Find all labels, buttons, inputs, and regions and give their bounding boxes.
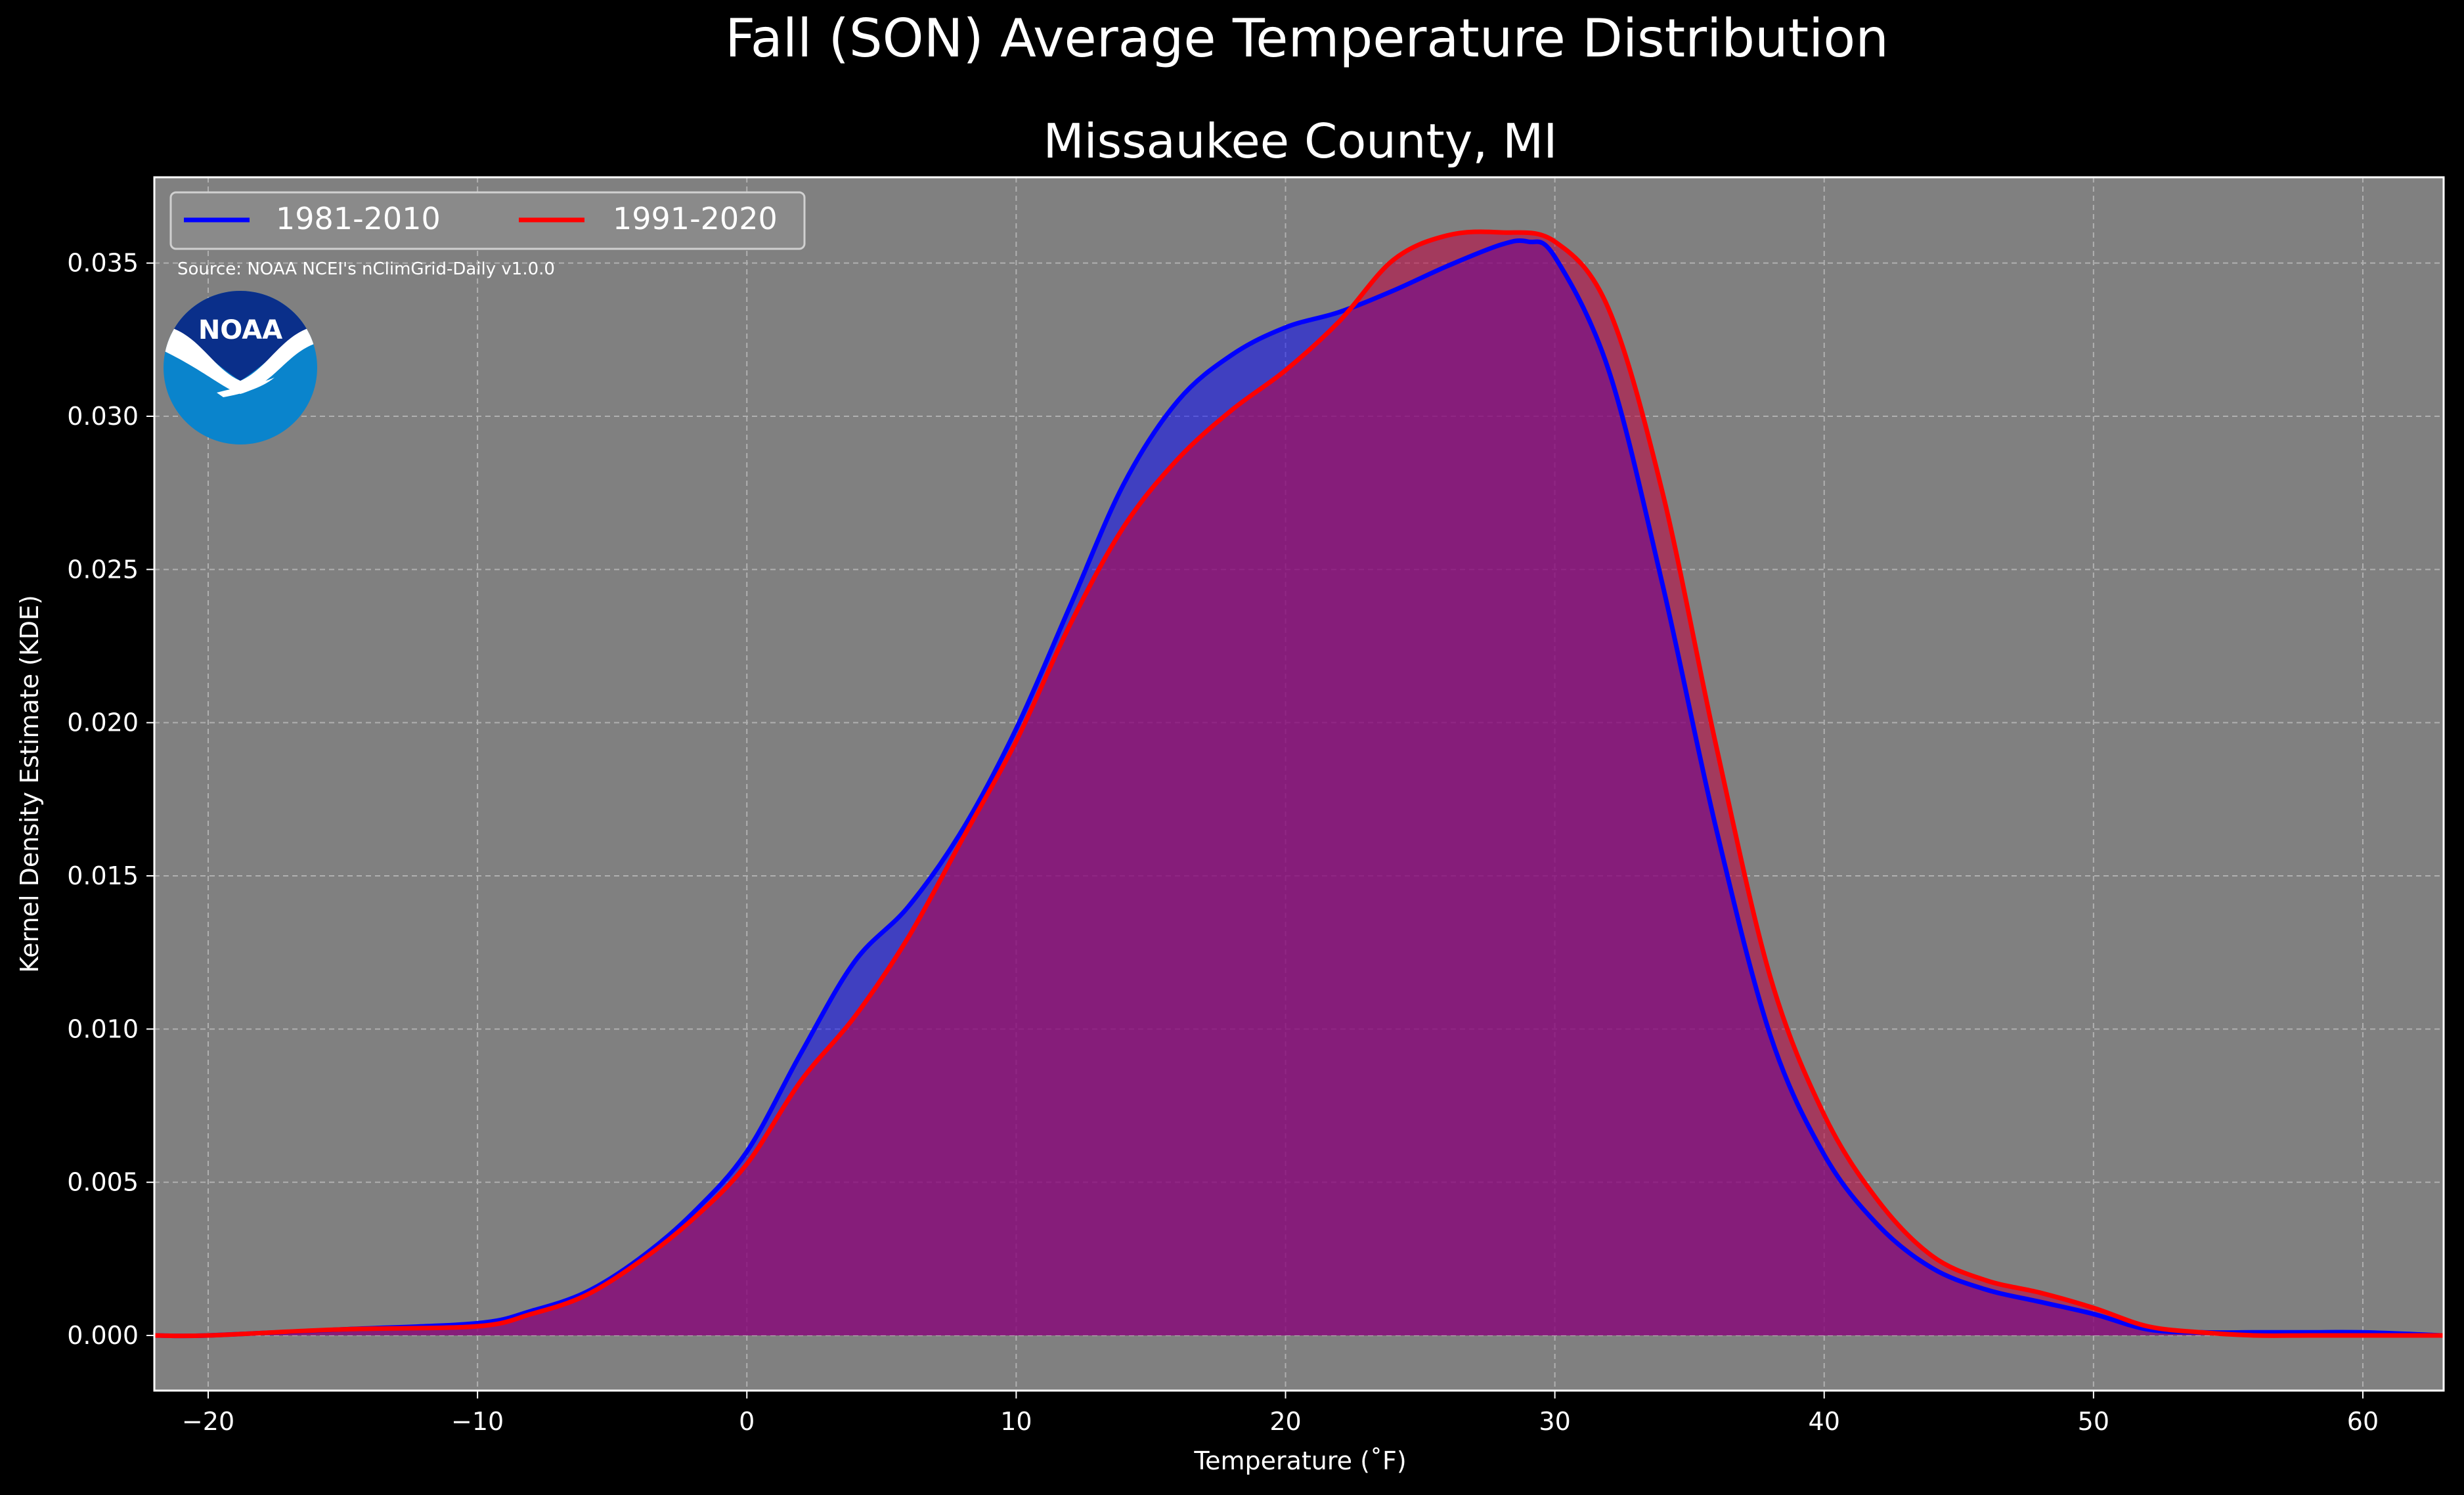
x-tick-label: 20 [1269,1407,1301,1436]
y-tick-label: 0.015 [67,861,139,890]
source-note: Source: NOAA NCEI's nClimGrid-Daily v1.0… [177,259,555,279]
legend: 1981-2010 1991-2020 [169,191,806,250]
x-axis-ticks: −20 −10 0 10 20 30 40 50 60 [182,1391,2379,1436]
x-tick-label: 40 [1809,1407,1840,1436]
y-tick-label: 0.000 [67,1321,139,1350]
x-tick-label: −10 [451,1407,504,1436]
y-tick-label: 0.035 [67,249,139,278]
x-tick-label: 10 [1000,1407,1032,1436]
x-tick-label: 0 [739,1407,755,1436]
y-tick-label: 0.010 [67,1014,139,1043]
noaa-logo-text: NOAA [198,315,282,345]
y-tick-label: 0.025 [67,555,139,584]
legend-label-1981-2010: 1981-2010 [276,201,441,236]
x-tick-label: 30 [1539,1407,1570,1436]
suptitle: Fall (SON) Average Temperature Distribut… [725,8,1889,69]
series-layer [154,229,2444,1339]
y-axis-label: Kernel Density Estimate (KDE) [15,595,44,973]
legend-label-1991-2020: 1991-2020 [613,201,778,236]
chart-title: Missaukee County, MI [1043,114,1557,169]
series-line-1991-2020 [154,229,2444,1339]
noaa-logo: NOAA [164,291,317,444]
plot-frame [153,176,2445,1392]
noaa-logo-wave [164,325,317,394]
series-area-1991-2020 [154,231,2444,1336]
noaa-logo-upper [164,291,317,381]
x-tick-label: 50 [2078,1407,2109,1436]
legend-box [169,191,806,250]
series-line-1981-2010 [154,238,2444,1339]
x-tick-label: −20 [182,1407,234,1436]
y-tick-label: 0.030 [67,402,139,431]
x-tick-label: 60 [2347,1407,2379,1436]
x-axis-label: Temperature (˚F) [1193,1446,1406,1475]
y-tick-label: 0.020 [67,708,139,737]
y-tick-label: 0.005 [67,1168,139,1197]
y-axis-ticks: 0.000 0.005 0.010 0.015 0.020 0.025 0.030 0.035 [67,249,154,1350]
noaa-logo-bird [217,378,275,397]
